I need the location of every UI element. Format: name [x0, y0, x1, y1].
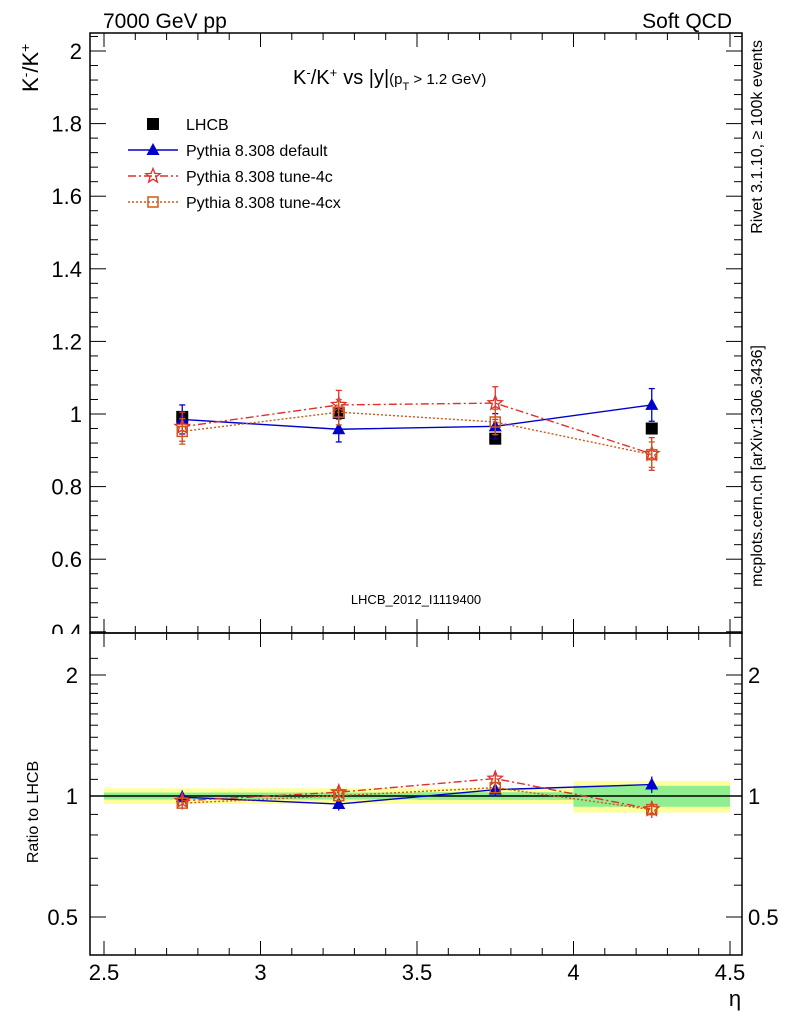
ratio-point — [645, 777, 659, 790]
ratio-y-tick-label-right: 0.5 — [748, 905, 779, 930]
data-point — [333, 406, 345, 418]
series-pythia-8-308-tune-4c — [173, 386, 661, 471]
svg-text:K-/K+: K-/K+ — [17, 44, 43, 92]
legend-label: Pythia 8.308 tune-4cx — [186, 195, 341, 212]
header-left: 7000 GeV pp — [103, 10, 227, 33]
ratio-point — [176, 797, 188, 809]
x-tick-label: 4.5 — [715, 960, 746, 985]
series-pythia-8-308-default — [175, 387, 659, 443]
data-point — [486, 393, 505, 411]
series-group — [173, 386, 661, 471]
y-tick-label: 1.6 — [51, 184, 82, 209]
legend-item: Pythia 8.308 tune-4c — [128, 166, 333, 186]
ratio-y-axis-label: Ratio to LHCB — [25, 761, 42, 863]
ratio-y-tick-label-right: 2 — [748, 663, 760, 688]
legend-marker — [144, 166, 162, 184]
title-cut-sub: T — [402, 81, 409, 93]
legend-item: Pythia 8.308 tune-4cx — [128, 195, 341, 212]
ratio-y-tick-label: 2 — [66, 663, 78, 688]
y-tick-label: 1.2 — [51, 329, 82, 354]
data-point — [645, 397, 659, 410]
legend-label: Pythia 8.308 tune-4c — [186, 169, 333, 186]
title-main: vs |y| — [343, 67, 389, 89]
legend-label: Pythia 8.308 default — [186, 143, 328, 160]
title-cut-close: > 1.2 GeV) — [409, 71, 486, 88]
title-k2: K — [316, 67, 330, 89]
ratio-series-pythia-8-308-default — [175, 776, 659, 811]
header-right: Soft QCD — [642, 10, 732, 33]
y-tick-label: 1.8 — [51, 112, 82, 137]
y-axis-label-plus: + — [17, 44, 33, 52]
label-clip — [40, 634, 88, 648]
ratio-y-tick-label: 1 — [66, 784, 78, 809]
data-point — [645, 422, 658, 435]
y-tick-label: 0.6 — [51, 547, 82, 572]
ratio-series-group — [173, 769, 661, 818]
legend-item: Pythia 8.308 default — [128, 143, 328, 160]
y-axis-label: K-/K+ — [17, 44, 43, 92]
x-tick-label: 3.5 — [402, 960, 433, 985]
ratio-series-pythia-8-308-tune-4cx — [176, 781, 658, 817]
legend-marker — [147, 196, 159, 208]
ratio-line — [182, 783, 652, 805]
ratio-point — [646, 803, 658, 816]
legend-item: LHCB — [147, 117, 229, 134]
legend-marker — [146, 143, 160, 155]
chart-title: K-/K+ vs |y|(pT > 1.2 GeV) — [293, 65, 486, 94]
x-axis-label: η — [729, 986, 741, 1011]
title-cut-open: (p — [389, 71, 402, 88]
y-axis-label-minus: - — [17, 72, 33, 77]
ratio-point — [332, 797, 346, 810]
y-tick-label: 2 — [70, 39, 82, 64]
ratio-y-tick-label: 0.5 — [47, 905, 78, 930]
y-tick-label: 1.4 — [51, 257, 82, 282]
ratio-point — [486, 769, 505, 787]
mcplots-label: mcplots.cern.ch [arXiv:1306.3436] — [749, 345, 766, 587]
ratio-frame — [89, 632, 743, 956]
x-tick-label: 4 — [567, 960, 579, 985]
title-k1: K — [293, 67, 307, 89]
ratio-line — [182, 786, 652, 811]
y-axis-label-k1: K — [18, 77, 43, 92]
series-line — [182, 402, 652, 455]
title-plus: + — [330, 65, 338, 80]
series-pythia-8-308-tune-4cx — [176, 398, 658, 469]
data-point — [332, 422, 346, 435]
rivet-label: Rivet 3.1.10, ≥ 100k events — [749, 40, 766, 234]
y-tick-label: 0.8 — [51, 475, 82, 500]
ratio-y-tick-label-right: 1 — [748, 784, 760, 809]
analysis-label: LHCB_2012_I1119400 — [351, 592, 481, 607]
x-tick-label: 3 — [254, 960, 266, 985]
ratio-point — [489, 781, 501, 794]
series-lhcb — [176, 406, 658, 445]
data-point — [176, 425, 188, 438]
legend-marker — [147, 118, 159, 130]
svg-text:K-/K+vs |y|(pT > 1.2 GeV): K-/K+ vs |y|(pT > 1.2 GeV) — [293, 65, 486, 94]
x-tick-label: 2.5 — [89, 960, 120, 985]
ratio-point — [333, 789, 345, 802]
series-line — [182, 411, 652, 456]
data-point — [489, 416, 501, 428]
y-tick-label: 1 — [70, 402, 82, 427]
series-line — [182, 404, 652, 430]
title-minus: - — [306, 65, 310, 80]
y-axis-label-slash: /K — [18, 52, 43, 73]
axes: 2.5 3 3.5 4 4.50.40.60.811.21.41.61.820.5 0.5… — [40, 32, 779, 985]
legend: LHCB Pythia 8.308 default Pythia 8.308 tun… — [128, 117, 341, 212]
data-point — [646, 448, 658, 461]
legend-label: LHCB — [186, 117, 229, 134]
ratio-line — [182, 777, 652, 810]
